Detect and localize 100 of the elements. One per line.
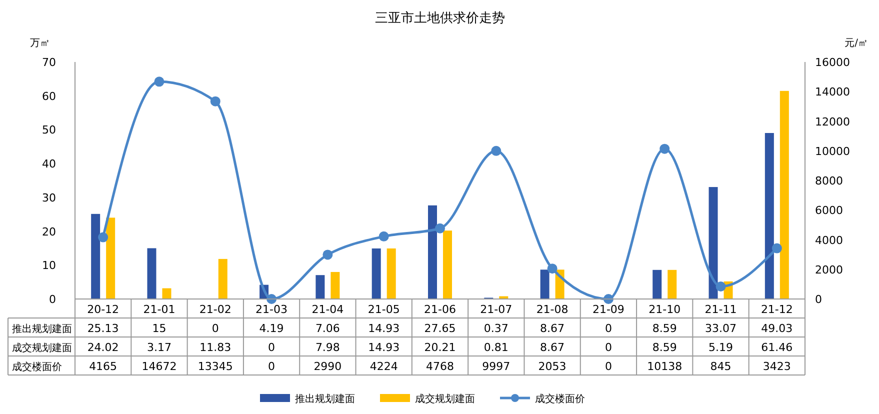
data-label: 845 xyxy=(710,360,732,373)
data-label: 14.93 xyxy=(368,322,400,335)
bar xyxy=(330,272,340,299)
y2-tick-label: 4000 xyxy=(815,234,843,247)
bar xyxy=(162,288,172,299)
data-label: 0 xyxy=(268,341,276,354)
bar xyxy=(106,218,116,299)
data-label: 9997 xyxy=(482,360,510,373)
data-label: 8.59 xyxy=(652,341,677,354)
data-label: 3.17 xyxy=(146,341,172,354)
data-label: 13345 xyxy=(198,360,233,373)
y-tick-label: 20 xyxy=(42,225,56,238)
data-label: 4.19 xyxy=(259,322,284,335)
bar xyxy=(652,270,662,299)
data-label: 0 xyxy=(268,360,276,373)
point xyxy=(491,146,502,156)
x-tick-label: 21-01 xyxy=(143,303,176,316)
data-label: 2990 xyxy=(314,360,342,373)
y2-tick-label: 6000 xyxy=(815,204,843,218)
bar xyxy=(316,275,325,299)
x-tick-label: 21-07 xyxy=(480,303,512,316)
y2-tick-label: 16000 xyxy=(815,56,850,69)
y-tick-label: 50 xyxy=(42,124,56,137)
legend-label: 推出规划建面 xyxy=(295,393,355,405)
data-label: 0 xyxy=(604,322,612,335)
bar xyxy=(91,214,100,299)
data-label: 7.06 xyxy=(315,322,340,335)
data-label: 20.21 xyxy=(424,341,456,354)
y-tick-label: 0 xyxy=(49,293,56,306)
data-label: 11.83 xyxy=(200,341,232,354)
data-label: 0 xyxy=(604,341,612,354)
y-tick-label: 30 xyxy=(42,191,56,204)
legend-label: 成交楼面价 xyxy=(535,393,585,405)
data-label: 0.81 xyxy=(484,341,508,354)
data-label: 8.59 xyxy=(652,322,677,335)
text: 推出规划建面 xyxy=(12,324,72,335)
y2-tick-label: 2000 xyxy=(815,263,843,276)
data-label: 7.98 xyxy=(315,341,340,354)
bar xyxy=(147,248,156,299)
data-label: 0 xyxy=(212,322,219,335)
bar xyxy=(443,230,452,299)
bar xyxy=(668,270,677,299)
data-label: 14.93 xyxy=(368,341,400,354)
data-label: 4768 xyxy=(426,360,454,373)
data-label: 4224 xyxy=(370,360,398,373)
data-label: 4165 xyxy=(89,360,118,373)
x-tick-label: 21-09 xyxy=(592,303,624,316)
point xyxy=(716,281,726,292)
x-tick-label: 21-11 xyxy=(704,303,737,316)
bar xyxy=(218,258,228,299)
point xyxy=(322,250,333,260)
x-tick-label: 21-10 xyxy=(648,303,681,316)
chart-title: 三亚市土地供求价走势 xyxy=(375,11,505,26)
x-tick-label: 21-04 xyxy=(312,303,344,316)
point xyxy=(660,144,670,154)
bar xyxy=(708,187,718,299)
y2-axis-title: 元/㎡ xyxy=(844,38,868,49)
y2-tick-label: 8000 xyxy=(815,174,843,188)
y-tick-label: 60 xyxy=(42,90,56,103)
x-tick-label: 21-02 xyxy=(199,303,232,316)
point xyxy=(98,232,108,242)
data-label: 14672 xyxy=(142,360,177,373)
y2-tick-label: 14000 xyxy=(815,86,850,99)
data-label: 15 xyxy=(152,322,166,335)
point xyxy=(378,231,389,242)
bar xyxy=(780,90,789,299)
x-tick-label: 20-12 xyxy=(87,303,120,316)
bar xyxy=(764,133,774,299)
data-label: 0.37 xyxy=(484,322,508,335)
data-label: 3423 xyxy=(762,360,791,373)
y-tick-label: 70 xyxy=(42,56,56,69)
bar xyxy=(540,270,550,299)
point xyxy=(435,223,445,234)
data-label: 0 xyxy=(604,360,612,373)
data-label: 8.67 xyxy=(540,341,565,354)
y-tick-label: 40 xyxy=(42,158,56,171)
data-label: 5.19 xyxy=(708,341,734,354)
data-label: 49.03 xyxy=(761,322,793,335)
data-label: 27.65 xyxy=(424,322,456,335)
x-tick-label: 21-03 xyxy=(256,303,288,316)
data-label: 25.13 xyxy=(87,322,119,335)
y2-tick-label: 0 xyxy=(815,293,822,306)
x-tick-label: 21-05 xyxy=(368,303,400,316)
x-tick-label: 21-12 xyxy=(760,303,793,316)
text: 成交规划建面 xyxy=(12,343,72,354)
data-label: 10138 xyxy=(647,360,682,373)
data-label: 24.02 xyxy=(87,341,119,354)
y-tick-label: 10 xyxy=(42,259,56,272)
point xyxy=(772,243,782,254)
bar xyxy=(386,248,396,299)
data-label: 2053 xyxy=(538,360,566,373)
data-label: 33.07 xyxy=(705,322,737,335)
bar xyxy=(372,248,381,299)
legend-label: 成交规划建面 xyxy=(415,393,475,405)
y2-tick-label: 10000 xyxy=(815,144,850,158)
x-tick-label: 21-08 xyxy=(536,303,568,316)
point xyxy=(210,96,220,106)
x-tick-label: 21-06 xyxy=(424,303,456,316)
bar xyxy=(428,205,437,299)
y-axis-title: 万㎡ xyxy=(30,38,50,49)
